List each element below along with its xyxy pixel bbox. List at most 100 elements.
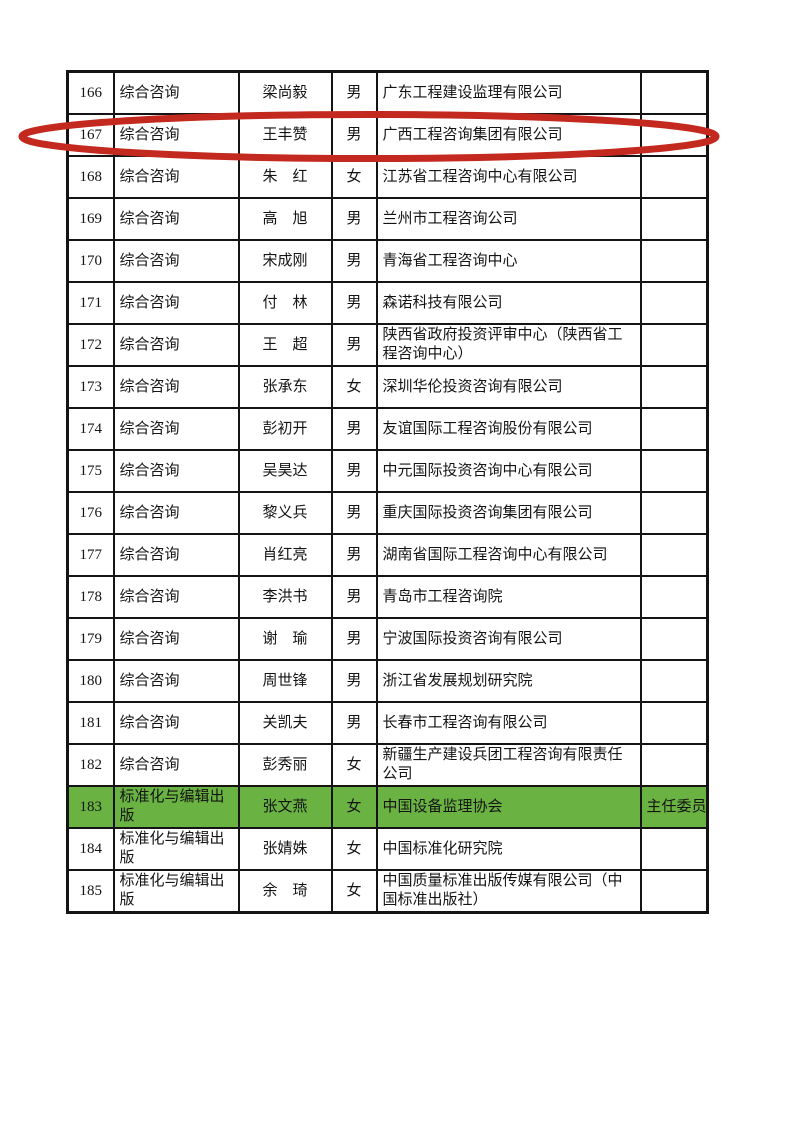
gender-cell: 男 <box>330 617 378 661</box>
row-number-cell: 167 <box>66 113 115 157</box>
gender-cell: 男 <box>330 701 378 745</box>
name-cell: 王丰赞 <box>237 113 333 157</box>
role-cell <box>639 449 709 493</box>
table-row: 182 综合咨询 彭秀丽女新疆生产建设兵团工程咨询有限责任公司 <box>66 743 709 787</box>
table-row: 184 标准化与编辑出版 张婧姝女中国标准化研究院 <box>66 827 709 871</box>
role-cell <box>639 155 709 199</box>
role-cell <box>639 533 709 577</box>
category-cell: 综合咨询 <box>112 491 240 535</box>
table-row: 170 综合咨询 宋成刚男青海省工程咨询中心 <box>66 239 709 283</box>
name-cell: 关凯夫 <box>237 701 333 745</box>
category-cell: 标准化与编辑出版 <box>112 827 240 871</box>
category-cell: 综合咨询 <box>112 155 240 199</box>
company-cell: 宁波国际投资咨询有限公司 <box>375 617 642 661</box>
roster-table: 166 综合咨询 梁尚毅男广东工程建设监理有限公司 167 综合咨询 王丰赞男广西工程咨询… <box>66 70 709 914</box>
role-cell <box>639 407 709 451</box>
company-cell: 湖南省国际工程咨询中心有限公司 <box>375 533 642 577</box>
row-number-cell: 170 <box>66 239 115 283</box>
gender-cell: 男 <box>330 407 378 451</box>
role-cell <box>639 491 709 535</box>
table-row: 176 综合咨询 黎义兵男重庆国际投资咨询集团有限公司 <box>66 491 709 535</box>
table-row: 185 标准化与编辑出版余 琦女中国质量标准出版传媒有限公司（中国标准出版社） <box>66 869 709 914</box>
role-cell <box>639 617 709 661</box>
name-cell: 张文燕 <box>237 785 333 829</box>
row-number-cell: 180 <box>66 659 115 703</box>
role-cell <box>639 869 709 914</box>
row-number-cell: 172 <box>66 323 115 367</box>
company-cell: 重庆国际投资咨询集团有限公司 <box>375 491 642 535</box>
company-cell: 陕西省政府投资评审中心（陕西省工程咨询中心） <box>375 323 642 367</box>
role-cell <box>639 239 709 283</box>
gender-cell: 男 <box>330 449 378 493</box>
table-row: 177 综合咨询 肖红亮男湖南省国际工程咨询中心有限公司 <box>66 533 709 577</box>
table-row: 173 综合咨询 张承东女深圳华伦投资咨询有限公司 <box>66 365 709 409</box>
category-cell: 综合咨询 <box>112 449 240 493</box>
name-cell: 宋成刚 <box>237 239 333 283</box>
row-number-cell: 169 <box>66 197 115 241</box>
name-cell: 彭初开 <box>237 407 333 451</box>
company-cell: 广西工程咨询集团有限公司 <box>375 113 642 157</box>
company-cell: 中国标准化研究院 <box>375 827 642 871</box>
row-number-cell: 171 <box>66 281 115 325</box>
role-cell <box>639 659 709 703</box>
name-cell: 付 林 <box>237 281 333 325</box>
table-row: 174 综合咨询 彭初开男友谊国际工程咨询股份有限公司 <box>66 407 709 451</box>
gender-cell: 女 <box>330 743 378 787</box>
name-cell: 张婧姝 <box>237 827 333 871</box>
name-cell: 周世锋 <box>237 659 333 703</box>
company-cell: 长春市工程咨询有限公司 <box>375 701 642 745</box>
category-cell: 综合咨询 <box>112 239 240 283</box>
name-cell: 彭秀丽 <box>237 743 333 787</box>
role-cell <box>639 323 709 367</box>
row-number-cell: 173 <box>66 365 115 409</box>
row-number-cell: 184 <box>66 827 115 871</box>
category-cell: 综合咨询 <box>112 533 240 577</box>
category-cell: 综合咨询 <box>112 113 240 157</box>
highlighted-row: 183 标准化与编辑出版 张文燕女中国设备监理协会 主任委员 <box>66 785 709 829</box>
role-cell <box>639 70 709 115</box>
table-row: 180 综合咨询 周世锋男浙江省发展规划研究院 <box>66 659 709 703</box>
table-row: 168 综合咨询朱 红女江苏省工程咨询中心有限公司 <box>66 155 709 199</box>
name-cell: 梁尚毅 <box>237 70 333 115</box>
table-row: 166 综合咨询 梁尚毅男广东工程建设监理有限公司 <box>66 70 709 115</box>
row-number-cell: 182 <box>66 743 115 787</box>
role-cell <box>639 281 709 325</box>
table-row: 181 综合咨询 关凯夫男长春市工程咨询有限公司 <box>66 701 709 745</box>
name-cell: 黎义兵 <box>237 491 333 535</box>
name-cell: 李洪书 <box>237 575 333 619</box>
category-cell: 综合咨询 <box>112 659 240 703</box>
row-number-cell: 174 <box>66 407 115 451</box>
role-cell <box>639 365 709 409</box>
category-cell: 综合咨询 <box>112 323 240 367</box>
row-number-cell: 168 <box>66 155 115 199</box>
category-cell: 综合咨询 <box>112 197 240 241</box>
row-number-cell: 181 <box>66 701 115 745</box>
table-row: 169 综合咨询高 旭男兰州市工程咨询公司 <box>66 197 709 241</box>
category-cell: 综合咨询 <box>112 575 240 619</box>
gender-cell: 女 <box>330 785 378 829</box>
row-number-cell: 175 <box>66 449 115 493</box>
name-cell: 余 琦 <box>237 869 333 914</box>
company-cell: 青岛市工程咨询院 <box>375 575 642 619</box>
role-cell <box>639 743 709 787</box>
name-cell: 肖红亮 <box>237 533 333 577</box>
name-cell: 张承东 <box>237 365 333 409</box>
role-cell: 主任委员 <box>639 785 709 829</box>
gender-cell: 男 <box>330 197 378 241</box>
gender-cell: 男 <box>330 659 378 703</box>
company-cell: 中国质量标准出版传媒有限公司（中国标准出版社） <box>375 869 642 914</box>
table-row: 171 综合咨询付 林男森诺科技有限公司 <box>66 281 709 325</box>
table-row: 167 综合咨询 王丰赞男广西工程咨询集团有限公司 <box>66 113 709 157</box>
category-cell: 综合咨询 <box>112 365 240 409</box>
role-cell <box>639 827 709 871</box>
company-cell: 深圳华伦投资咨询有限公司 <box>375 365 642 409</box>
name-cell: 朱 红 <box>237 155 333 199</box>
gender-cell: 男 <box>330 239 378 283</box>
table-row: 178 综合咨询 李洪书男青岛市工程咨询院 <box>66 575 709 619</box>
gender-cell: 男 <box>330 281 378 325</box>
role-cell <box>639 113 709 157</box>
role-cell <box>639 197 709 241</box>
category-cell: 综合咨询 <box>112 407 240 451</box>
name-cell: 王 超 <box>237 323 333 367</box>
